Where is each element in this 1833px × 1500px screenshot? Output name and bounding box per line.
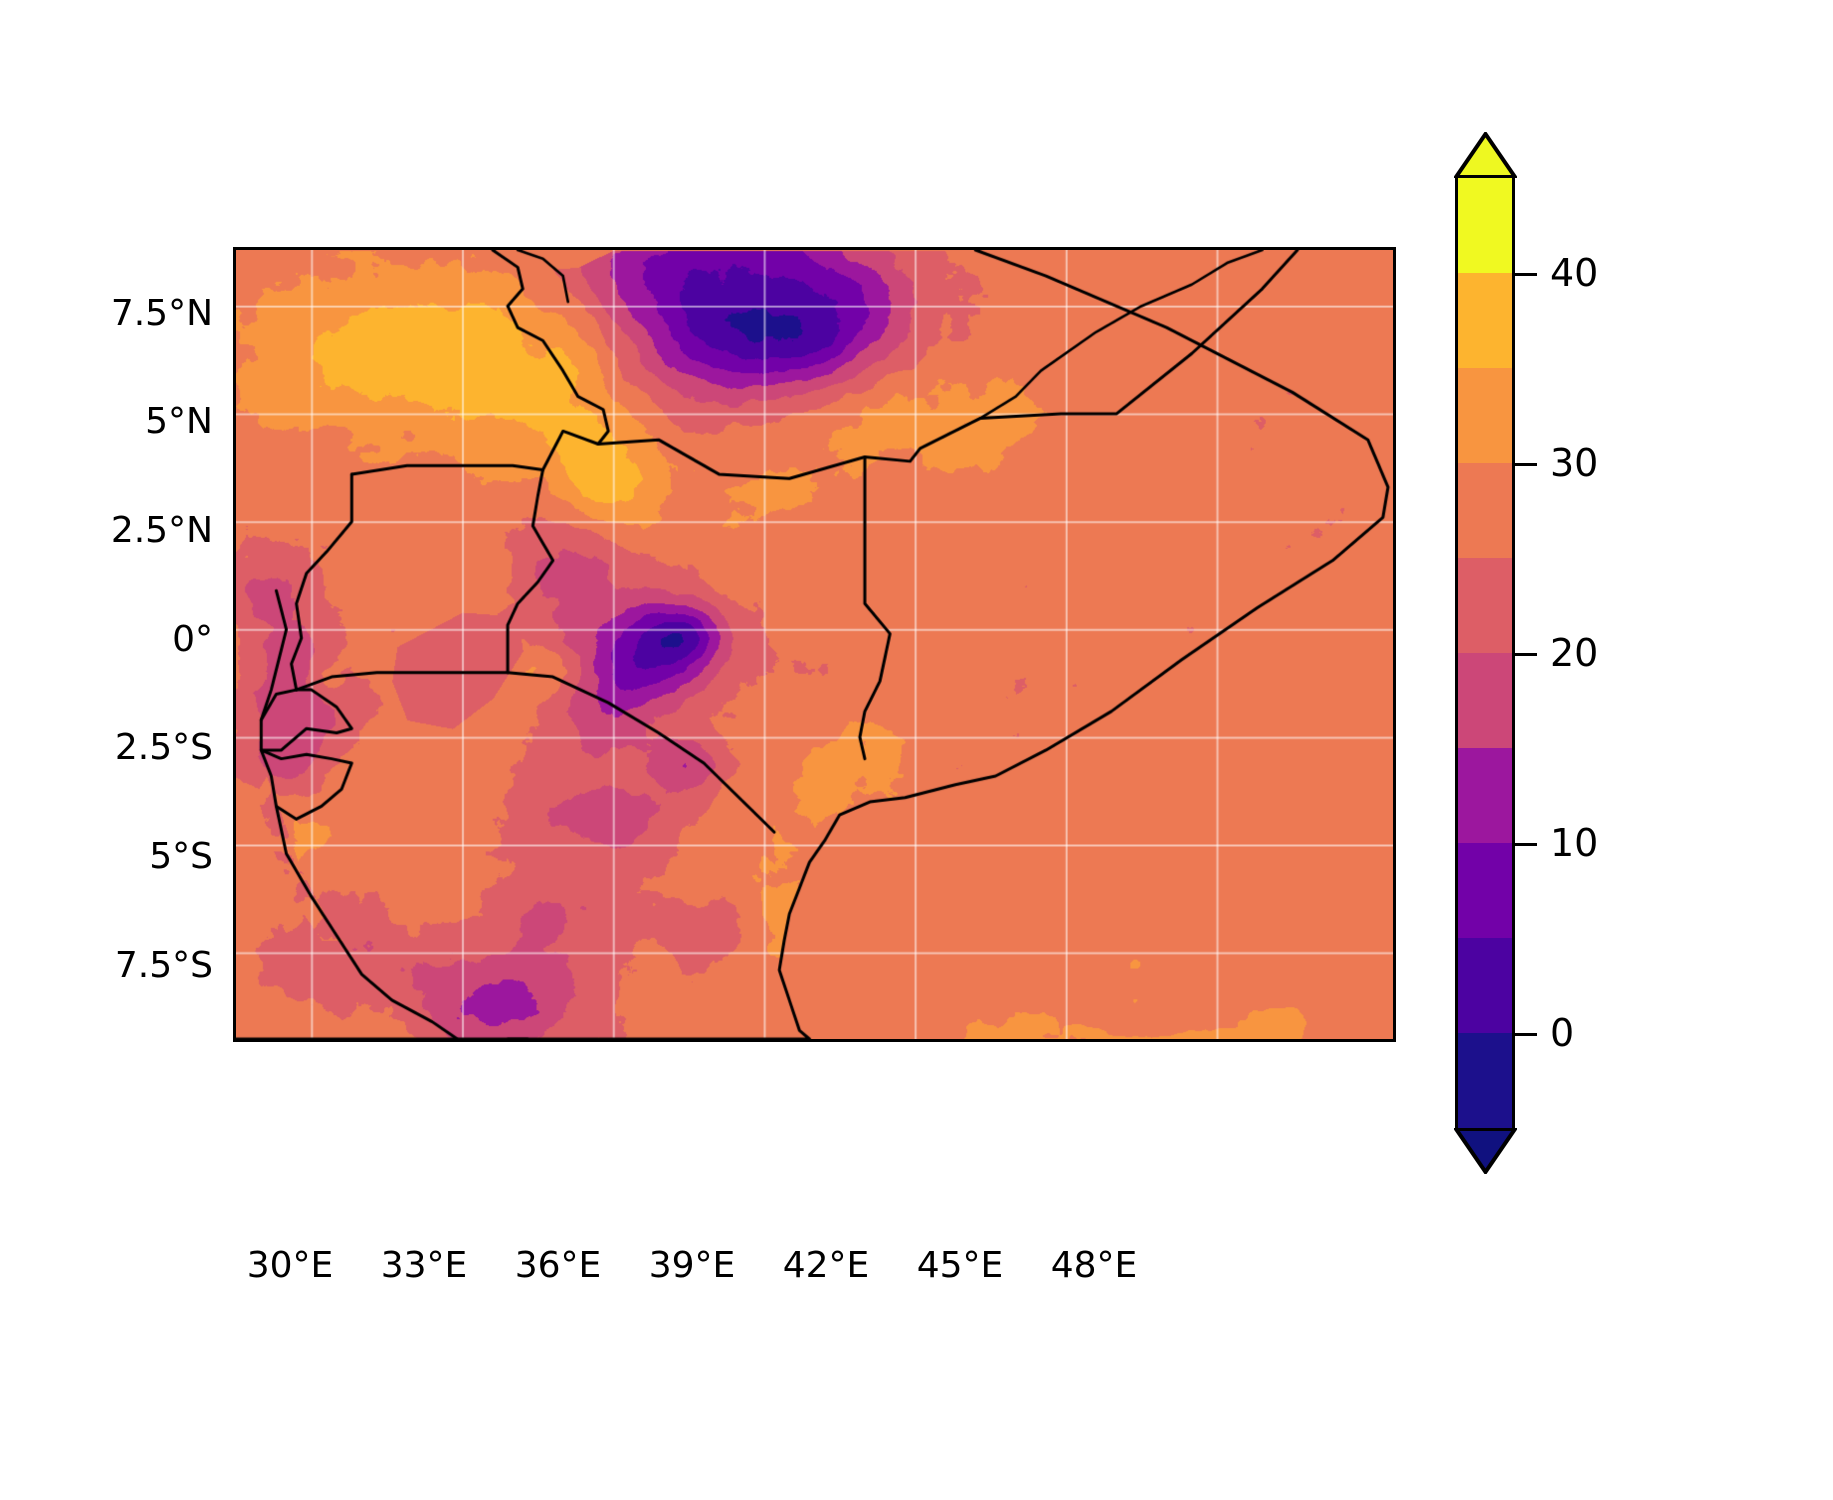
colorbar-tick-mark — [1515, 653, 1537, 656]
xtick-label-0: 30°E — [246, 1245, 334, 1286]
colorbar-band — [1458, 463, 1512, 558]
ytick-label-1: 5°N — [145, 401, 213, 442]
colorbar-tick-label: 20 — [1550, 631, 1599, 675]
colorbar-tick-mark — [1515, 273, 1537, 276]
colorbar-tick-mark — [1515, 843, 1537, 846]
colorbar-gradient — [1455, 178, 1515, 1128]
colorbar-band — [1458, 843, 1512, 938]
colorbar: 40 30 20 10 0 — [1453, 132, 1598, 1174]
colorbar-band — [1458, 653, 1512, 748]
ytick-label-5: 5°S — [149, 836, 213, 877]
xtick-label-1: 33°E — [380, 1245, 468, 1286]
colorbar-extend-bottom-arrow — [1453, 1128, 1517, 1174]
xtick-label-5: 45°E — [916, 1245, 1004, 1286]
ytick-label-3: 0° — [172, 619, 213, 660]
xtick-label-4: 42°E — [782, 1245, 870, 1286]
colorbar-band — [1458, 748, 1512, 843]
colorbar-tick-label: 0 — [1550, 1011, 1575, 1055]
colorbar-tick-label: 40 — [1550, 251, 1599, 295]
xtick-label-3: 39°E — [648, 1245, 736, 1286]
map-axes — [233, 247, 1396, 1042]
colorbar-band — [1458, 1033, 1512, 1128]
colorbar-band — [1458, 273, 1512, 368]
ytick-label-0: 7.5°N — [110, 293, 213, 334]
colorbar-tick-mark — [1515, 1033, 1537, 1036]
colorbar-band — [1458, 178, 1512, 273]
colorbar-tick-label: 10 — [1550, 821, 1599, 865]
ytick-label-2: 2.5°N — [110, 510, 213, 551]
ytick-label-6: 7.5°S — [114, 945, 213, 986]
colorbar-tick-mark — [1515, 463, 1537, 466]
ytick-label-4: 2.5°S — [114, 727, 213, 768]
xtick-label-6: 48°E — [1050, 1245, 1138, 1286]
colorbar-tick-label: 30 — [1550, 441, 1599, 485]
colorbar-extend-top-arrow — [1453, 132, 1517, 178]
xtick-label-2: 36°E — [514, 1245, 602, 1286]
colorbar-band — [1458, 558, 1512, 653]
colorbar-band — [1458, 368, 1512, 463]
temperature-contour-field — [236, 250, 1393, 1039]
colorbar-band — [1458, 938, 1512, 1033]
